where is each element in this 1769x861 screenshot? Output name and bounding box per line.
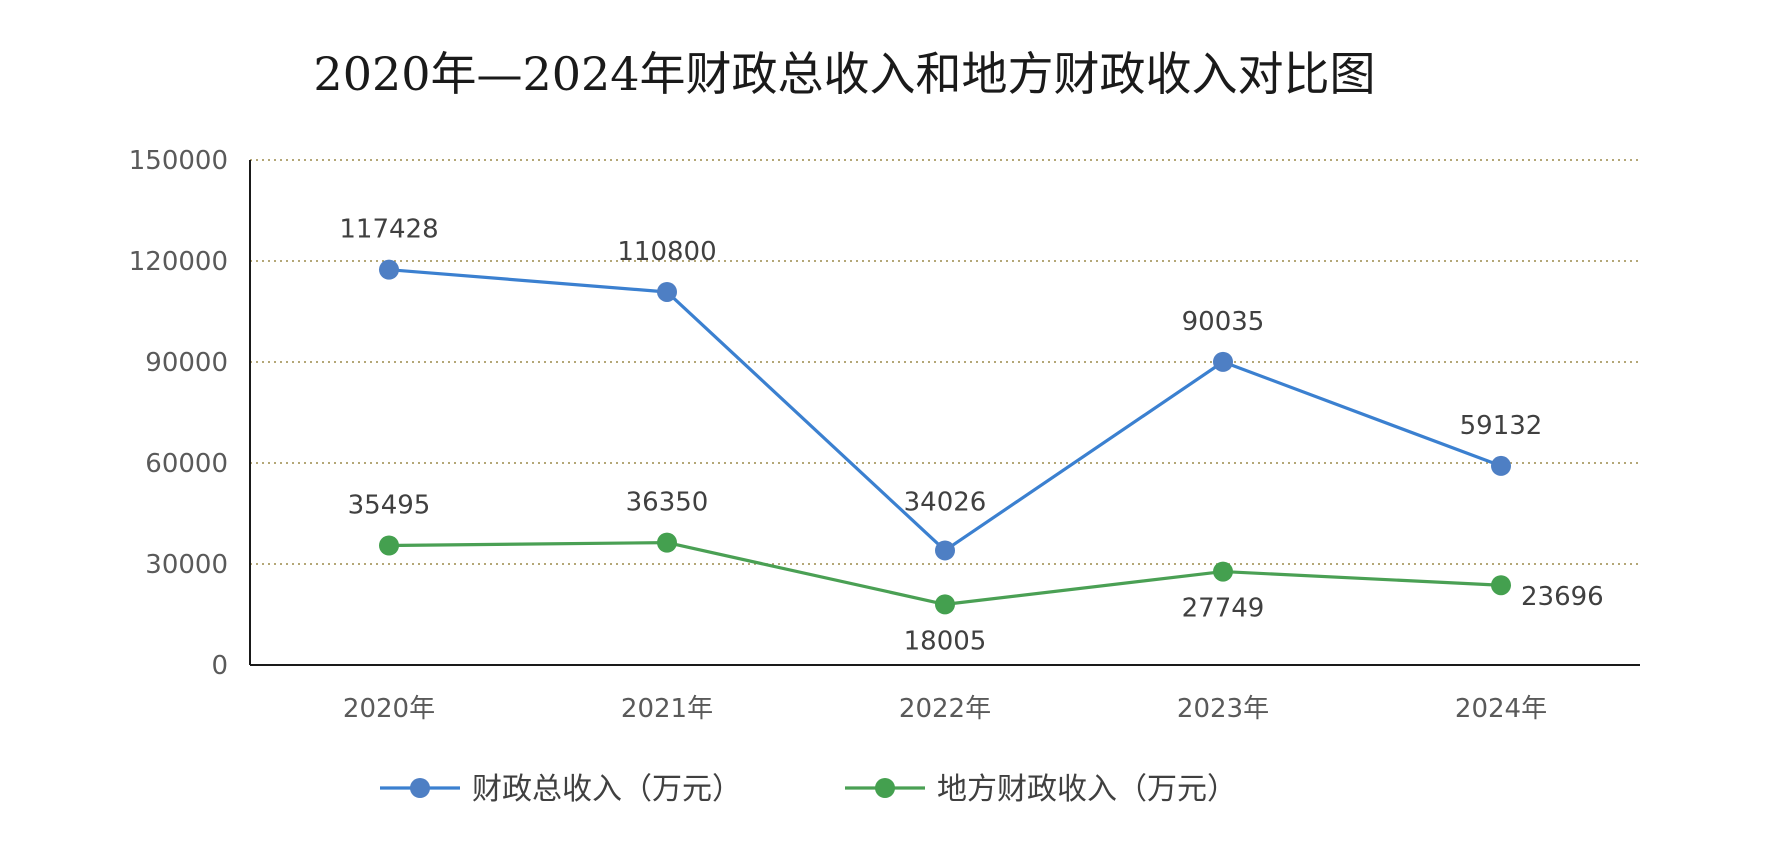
data-point xyxy=(379,259,399,280)
chart-title: 2020年—2024年财政总收入和地方财政收入对比图 xyxy=(313,47,1376,101)
y-tick-label: 120000 xyxy=(129,247,228,277)
y-tick-label: 150000 xyxy=(129,146,228,176)
x-tick-label: 2020年 xyxy=(343,694,435,724)
data-label: 59132 xyxy=(1460,411,1543,441)
data-label: 27749 xyxy=(1182,594,1265,624)
data-label: 23696 xyxy=(1521,582,1604,612)
data-label: 18005 xyxy=(904,626,987,656)
data-point xyxy=(1213,561,1233,582)
data-point xyxy=(1491,575,1511,596)
y-tick-label: 60000 xyxy=(145,449,228,479)
data-label: 34026 xyxy=(904,487,987,517)
data-label: 117428 xyxy=(339,215,438,245)
data-point xyxy=(935,540,955,561)
data-label: 90035 xyxy=(1182,307,1265,337)
data-point xyxy=(1213,351,1233,372)
legend-marker xyxy=(410,778,430,798)
data-label: 35495 xyxy=(348,491,431,521)
legend-label: 财政总收入（万元） xyxy=(472,772,742,807)
data-point xyxy=(935,594,955,615)
data-point xyxy=(379,535,399,556)
data-label: 36350 xyxy=(626,488,709,518)
x-tick-label: 2022年 xyxy=(899,694,991,724)
x-tick-label: 2023年 xyxy=(1177,694,1269,724)
x-tick-label: 2024年 xyxy=(1455,694,1547,724)
data-point xyxy=(657,281,677,302)
x-tick-label: 2021年 xyxy=(621,694,713,724)
data-point xyxy=(657,532,677,553)
y-tick-label: 0 xyxy=(211,651,228,681)
legend-label: 地方财政收入（万元） xyxy=(937,772,1237,807)
legend-marker xyxy=(875,778,895,798)
data-point xyxy=(1491,455,1511,476)
data-label: 110800 xyxy=(617,237,716,267)
y-tick-label: 30000 xyxy=(145,550,228,580)
y-tick-label: 90000 xyxy=(145,348,228,378)
